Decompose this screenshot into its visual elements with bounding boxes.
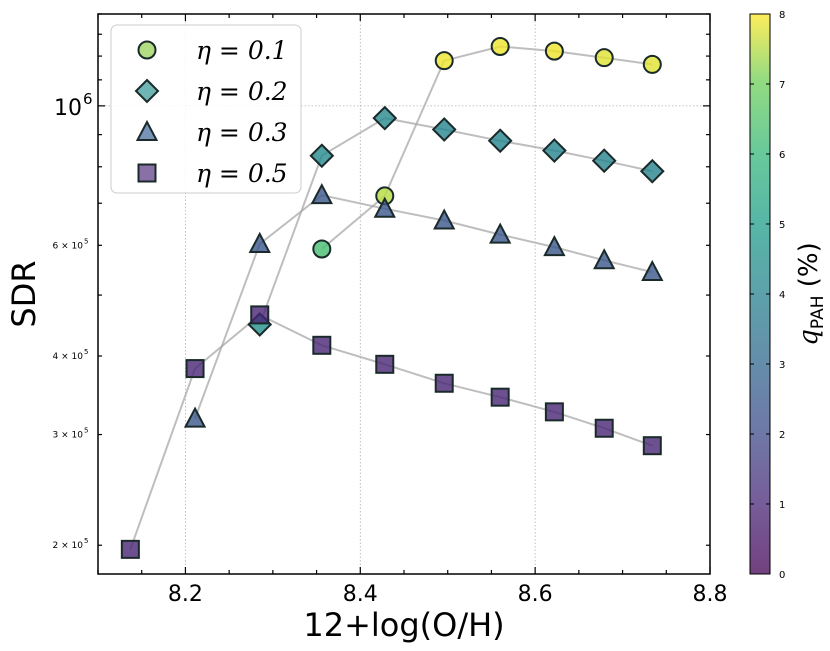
data-point-s3-4 (375, 354, 395, 374)
data-point-s0-0 (312, 239, 332, 259)
data-point-s3-3 (312, 335, 332, 355)
legend-marker-diamond (134, 78, 160, 104)
y-tick-label-exponent: 5 (84, 427, 88, 435)
legend-label: η = 0.2 (196, 77, 288, 106)
x-tick-label: 8.8 (693, 582, 728, 607)
y-tick-label-minor: 3 × 10 (53, 431, 84, 441)
data-point-s1-3 (431, 117, 457, 142)
y-tick-label-major: 10 (54, 96, 82, 121)
data-point-s2-4 (433, 208, 456, 230)
colorbar-tick-label: 7 (779, 80, 785, 91)
data-point-s3-9 (642, 436, 662, 456)
x-tick-label: 8.4 (343, 582, 378, 607)
colorbar-title: qPAH (%) (794, 242, 828, 346)
data-point-s1-1 (309, 143, 335, 169)
colorbar-tick-label: 6 (779, 150, 785, 161)
legend-item-3[interactable]: η = 0.5 (137, 159, 288, 188)
data-point-s3-8 (594, 418, 614, 438)
y-tick-label-exponent: 5 (84, 537, 88, 545)
data-point-s1-4 (487, 128, 513, 154)
data-point-s0-2 (434, 51, 454, 71)
legend-label: η = 0.3 (196, 118, 288, 147)
series-line-3 (129, 313, 653, 550)
y-tick-label-exponent: 6 (83, 90, 93, 108)
x-tick-label: 8.2 (168, 582, 203, 607)
data-point-s1-6 (591, 148, 617, 174)
y-tick-label-minor: 4 × 10 (53, 352, 84, 362)
data-point-s2-8 (641, 259, 664, 282)
data-point-s2-5 (489, 222, 512, 244)
legend-marker-square (137, 163, 157, 183)
colorbar-tick-label: 5 (779, 220, 785, 231)
y-axis-title: SDR (5, 260, 43, 327)
colorbar-tick-label: 8 (779, 10, 785, 21)
data-point-s3-5 (434, 373, 454, 393)
data-point-s2-7 (593, 248, 616, 270)
y-tick-label-exponent: 5 (84, 237, 88, 245)
y-tick-label-minor: 6 × 10 (53, 241, 84, 251)
colorbar-tick-label: 0 (779, 570, 785, 581)
x-axis-title: 12+log(O/H) (303, 606, 504, 644)
colorbar-tick-label: 1 (779, 500, 785, 511)
y-tick-label-exponent: 5 (84, 348, 88, 356)
colorbar-tick-label: 4 (779, 290, 785, 301)
data-point-s2-1 (248, 231, 271, 253)
data-point-s3-1 (185, 359, 205, 379)
axis-ticks: 8.2 8.4 8.6 8.810 62 × 10 53 × 10 54 × 10 56 × … (53, 13, 728, 607)
data-point-s1-5 (541, 138, 567, 163)
data-point-s0-6 (642, 54, 662, 74)
legend[interactable]: η = 0.1 η = 0.2 η = 0.3 η = 0.5 (110, 24, 302, 194)
legend-item-2[interactable]: η = 0.3 (135, 118, 288, 147)
x-tick-label: 8.6 (518, 582, 553, 607)
series-line-0 (321, 45, 653, 250)
data-point-s3-7 (544, 402, 564, 422)
data-point-s2-6 (543, 234, 566, 257)
data-point-s0-3 (490, 36, 510, 56)
data-point-s1-7 (639, 158, 665, 184)
data-point-s2-2 (310, 183, 333, 205)
data-markers (120, 36, 665, 559)
legend-marker-circle (137, 40, 157, 60)
legend-box (110, 24, 302, 194)
data-point-s2-0 (183, 406, 207, 428)
legend-item-1[interactable]: η = 0.2 (134, 77, 288, 106)
y-tick-label-minor: 2 × 10 (53, 541, 84, 551)
legend-label: η = 0.1 (196, 36, 288, 65)
legend-label: η = 0.5 (196, 159, 288, 188)
data-point-s0-5 (594, 48, 614, 68)
colorbar: 0 1 2 3 4 5 6 7 8 qPAH (%) (749, 10, 828, 581)
data-point-s3-6 (490, 387, 510, 407)
colorbar-tick-label: 2 (779, 430, 785, 441)
data-point-s1-2 (372, 105, 398, 131)
legend-item-0[interactable]: η = 0.1 (137, 36, 288, 65)
colorbar-tick-label: 3 (779, 360, 785, 371)
data-point-s2-3 (373, 196, 396, 218)
legend-marker-triangle (135, 119, 159, 141)
data-point-s0-4 (544, 41, 564, 61)
data-point-s3-0 (120, 539, 140, 559)
data-point-s3-2 (250, 305, 270, 325)
